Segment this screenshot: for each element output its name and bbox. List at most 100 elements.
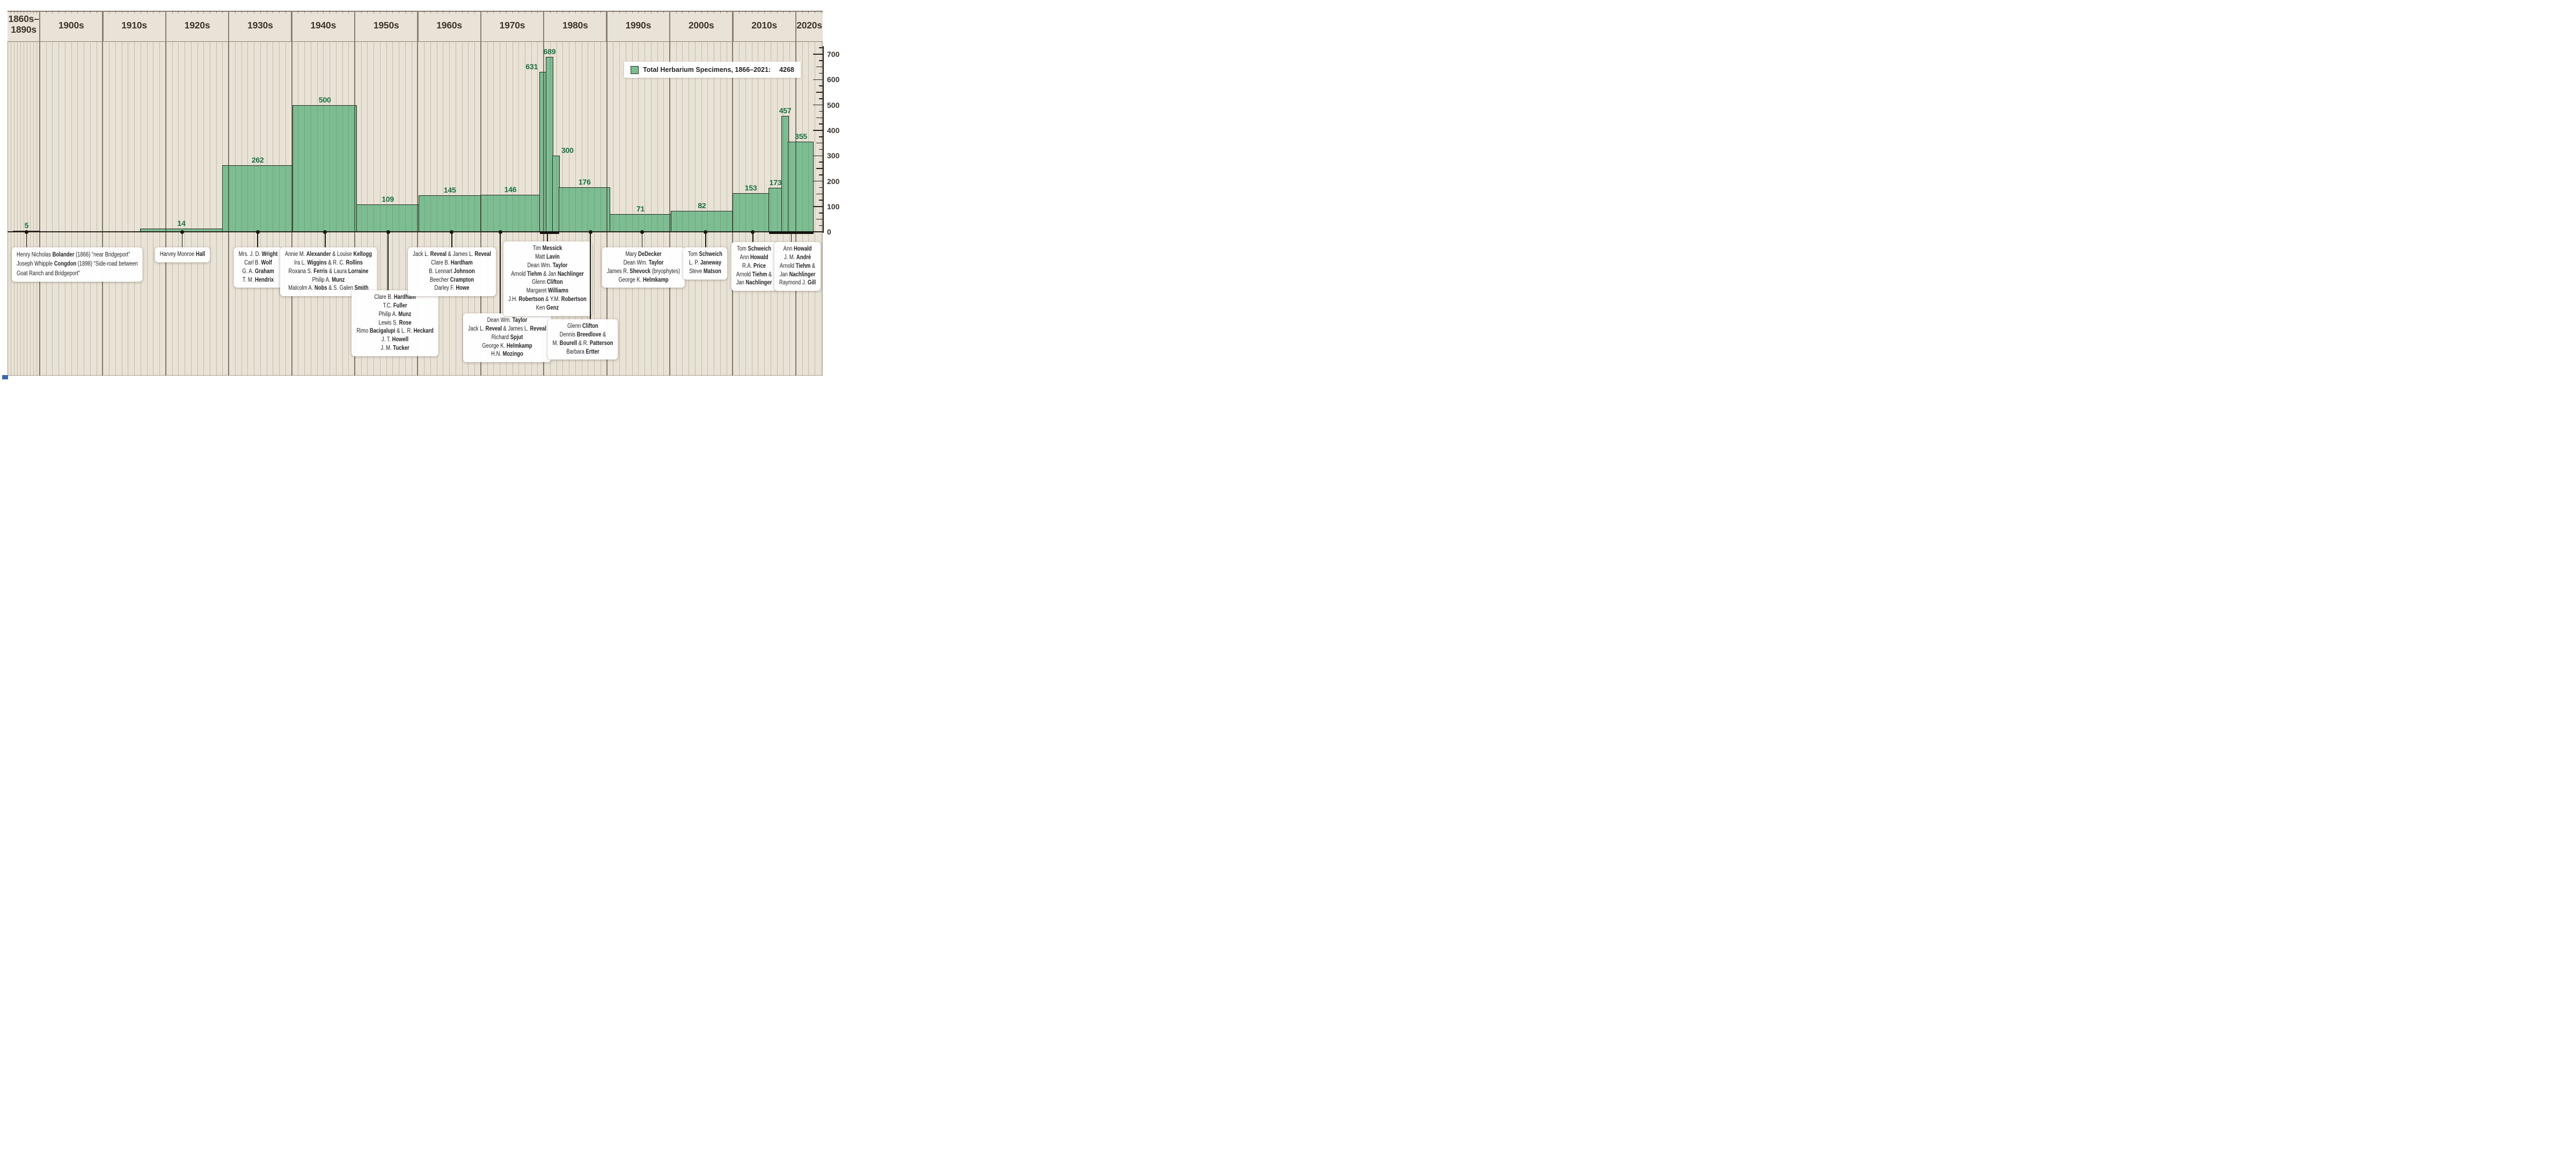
callout-line: Arnold Tiehm & bbox=[780, 262, 816, 269]
bar-segment-2018.85 bbox=[788, 142, 814, 233]
callout-box-1920s: Harvey Monroe Hall bbox=[155, 247, 210, 262]
bar-value-label-153: 153 bbox=[744, 183, 757, 192]
callout-line: Dean Wm. Taylor bbox=[623, 259, 664, 266]
decade-separator-header bbox=[732, 11, 734, 42]
year-tick bbox=[487, 11, 488, 14]
year-tick bbox=[449, 11, 450, 14]
bar-value-label-109: 109 bbox=[382, 194, 394, 203]
decade-label-1980: 1980s bbox=[562, 20, 588, 31]
y-axis-tick-label: 300 bbox=[827, 151, 840, 160]
year-gridline bbox=[203, 42, 204, 376]
callout-line: J.H. Robertson & Y.M. Robertson bbox=[508, 296, 587, 303]
bar-segment-1950.3 bbox=[356, 204, 420, 233]
decade-separator-header bbox=[606, 11, 608, 42]
year-gridline bbox=[694, 42, 696, 376]
year-gridline bbox=[430, 42, 431, 376]
year-gridline bbox=[172, 42, 173, 376]
legend-total-value: 4268 bbox=[779, 66, 794, 74]
year-gridline bbox=[707, 42, 708, 376]
year-tick bbox=[191, 11, 192, 14]
decade-label-1930: 1930s bbox=[247, 20, 273, 31]
year-tick bbox=[361, 11, 362, 14]
callout-line: George K. Helmkamp bbox=[618, 276, 669, 283]
callout-line: J. M. André bbox=[784, 254, 811, 261]
y-axis-tick bbox=[819, 111, 823, 112]
year-tick bbox=[405, 11, 406, 14]
callout-box-1960s: Jack L. Reveal & James L. Reveal Clare B.… bbox=[407, 247, 496, 297]
year-gridline bbox=[52, 42, 53, 376]
bar-segment-1982.45 bbox=[559, 187, 611, 233]
decade-separator bbox=[480, 42, 481, 376]
decade-separator-header bbox=[165, 11, 167, 42]
decade-label-1960: 1960s bbox=[436, 20, 462, 31]
callout-line: Dean Wm. Taylor bbox=[527, 262, 568, 269]
year-gridline bbox=[518, 42, 519, 376]
year-tick bbox=[115, 11, 116, 14]
callout-box-2010s: Tom Schweich Ann Howald R.A. Price Arnold T… bbox=[731, 242, 777, 291]
year-gridline bbox=[178, 42, 179, 376]
callout-box-2020s: Ann Howald J. M. André Arnold Tiehm & Jan N… bbox=[774, 242, 821, 291]
connector-line bbox=[387, 232, 389, 290]
callout-line: R.A. Price bbox=[742, 262, 766, 269]
year-tick bbox=[682, 11, 683, 14]
year-tick bbox=[745, 11, 746, 14]
year-gridline bbox=[304, 42, 305, 376]
year-tick bbox=[575, 11, 576, 14]
callout-line: Carl B. Wolf bbox=[244, 259, 273, 266]
decade-separator bbox=[354, 42, 356, 376]
year-tick bbox=[657, 11, 658, 14]
bar-value-label-689: 689 bbox=[543, 47, 556, 56]
y-axis-tick bbox=[816, 92, 823, 93]
corner-mark bbox=[2, 375, 8, 379]
y-axis-tick bbox=[816, 193, 823, 195]
year-gridline bbox=[506, 42, 507, 376]
year-tick bbox=[802, 11, 803, 14]
y-axis-tick-label: 100 bbox=[827, 202, 840, 211]
year-tick bbox=[222, 11, 223, 14]
year-gridline bbox=[449, 42, 450, 376]
y-axis-tick bbox=[819, 162, 823, 163]
year-tick bbox=[304, 11, 305, 14]
year-tick bbox=[279, 11, 280, 14]
year-tick bbox=[172, 11, 173, 14]
bar-value-label-355: 355 bbox=[795, 132, 807, 141]
callout-line: Harvey Monroe Hall bbox=[160, 251, 206, 258]
connector-line bbox=[181, 232, 183, 247]
year-gridline bbox=[487, 42, 488, 376]
decade-separator-header bbox=[543, 11, 545, 42]
decade-separator bbox=[417, 42, 419, 376]
year-tick bbox=[468, 11, 469, 14]
callout-line: Jack L. Reveal & James L. Reveal bbox=[412, 251, 491, 258]
y-axis-tick-label: 200 bbox=[827, 177, 840, 186]
year-gridline bbox=[134, 42, 135, 376]
year-gridline bbox=[386, 42, 387, 376]
decade-separator bbox=[795, 42, 796, 376]
bar-value-label-71: 71 bbox=[636, 204, 645, 213]
year-gridline bbox=[197, 42, 198, 376]
callout-line: Tom Schweich bbox=[687, 251, 722, 258]
year-tick bbox=[789, 11, 791, 14]
year-gridline bbox=[90, 42, 91, 376]
decade-label-1920: 1920s bbox=[184, 20, 210, 31]
callout-line: Clare B. Hardham bbox=[430, 259, 473, 266]
decade-separator bbox=[102, 42, 104, 376]
y-axis-tick bbox=[819, 85, 823, 86]
year-gridline bbox=[462, 42, 463, 376]
year-gridline bbox=[424, 42, 425, 376]
year-gridline bbox=[676, 42, 677, 376]
year-tick bbox=[537, 11, 538, 14]
callout-box-1940s: Annie M. Alexander & Louise Kellogg Ira L… bbox=[280, 247, 377, 297]
year-gridline bbox=[17, 42, 18, 376]
year-tick bbox=[46, 11, 47, 14]
year-gridline bbox=[739, 42, 740, 376]
year-gridline bbox=[58, 42, 60, 376]
bar-segment-2010 bbox=[732, 193, 770, 233]
callout-line: Goat Ranch and Bridgeport” bbox=[17, 270, 80, 277]
connector-line bbox=[257, 232, 258, 247]
y-axis-tick-label: 700 bbox=[827, 49, 840, 58]
year-gridline bbox=[235, 42, 236, 376]
connector-bracket bbox=[540, 231, 559, 234]
callout-line: T. M. Hendrix bbox=[243, 276, 274, 283]
callout-line: Dennis Breedlove & bbox=[559, 331, 606, 338]
y-axis-tick bbox=[819, 72, 823, 74]
